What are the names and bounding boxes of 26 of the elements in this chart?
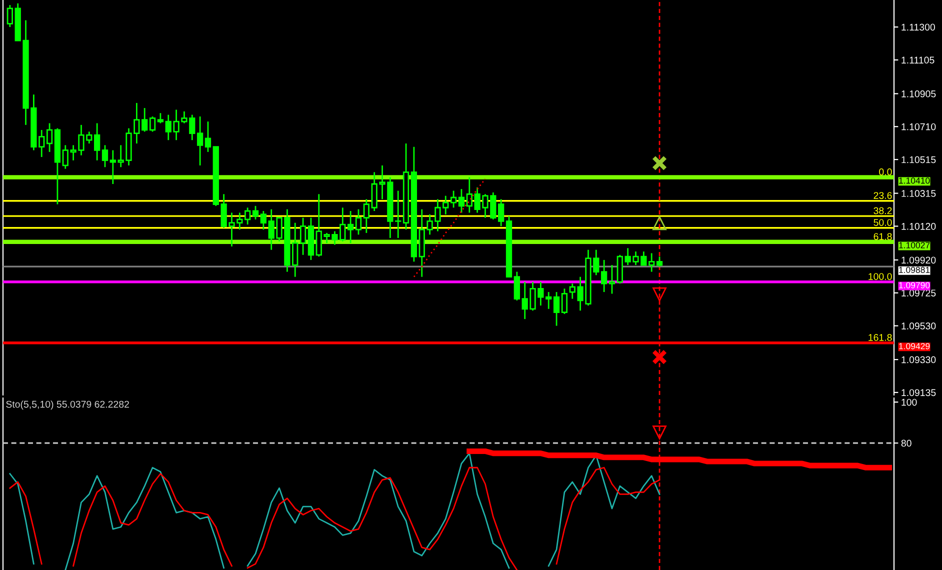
y-tick-label: 1.09530: [902, 322, 936, 330]
ref-line-label: 1.09881: [899, 266, 930, 273]
y-tick-label: 1.10120: [902, 222, 936, 230]
y-tick-label: 1.10515: [902, 156, 936, 164]
y-tick-label: 1.10710: [902, 123, 936, 130]
annotation: 38.2: [874, 207, 892, 214]
annotation: 0.0: [879, 168, 892, 176]
y-tick-label: 1.09135: [902, 389, 936, 396]
annotation: 161.8: [868, 334, 892, 341]
ref-line-label: 1.09790: [899, 282, 930, 288]
chart-title: Sto(5,5,10) 55.0379 62.2282: [6, 400, 129, 410]
annotation: 23.6: [874, 192, 892, 199]
annotation: 61.8: [874, 233, 892, 240]
ref-line-label: 1.10027: [899, 242, 930, 248]
y-tick-label: 1.11300: [902, 24, 935, 31]
y-tick-label: 1.10315: [902, 190, 936, 197]
annotation: 50.0: [874, 219, 892, 226]
y-tick-label: 1.11105: [902, 56, 934, 64]
y-tick-label: 1.09920: [902, 256, 936, 264]
y-tick-label: 100: [902, 398, 917, 406]
y-tick-label: 80: [901, 440, 912, 447]
annotation: 100.0: [868, 273, 892, 280]
ref-line-label: 1.10410: [899, 177, 930, 184]
y-tick-label: 1.10905: [902, 90, 936, 98]
ref-line-label: 1.09429: [899, 343, 930, 350]
y-tick-label: 1.09330: [902, 356, 936, 364]
